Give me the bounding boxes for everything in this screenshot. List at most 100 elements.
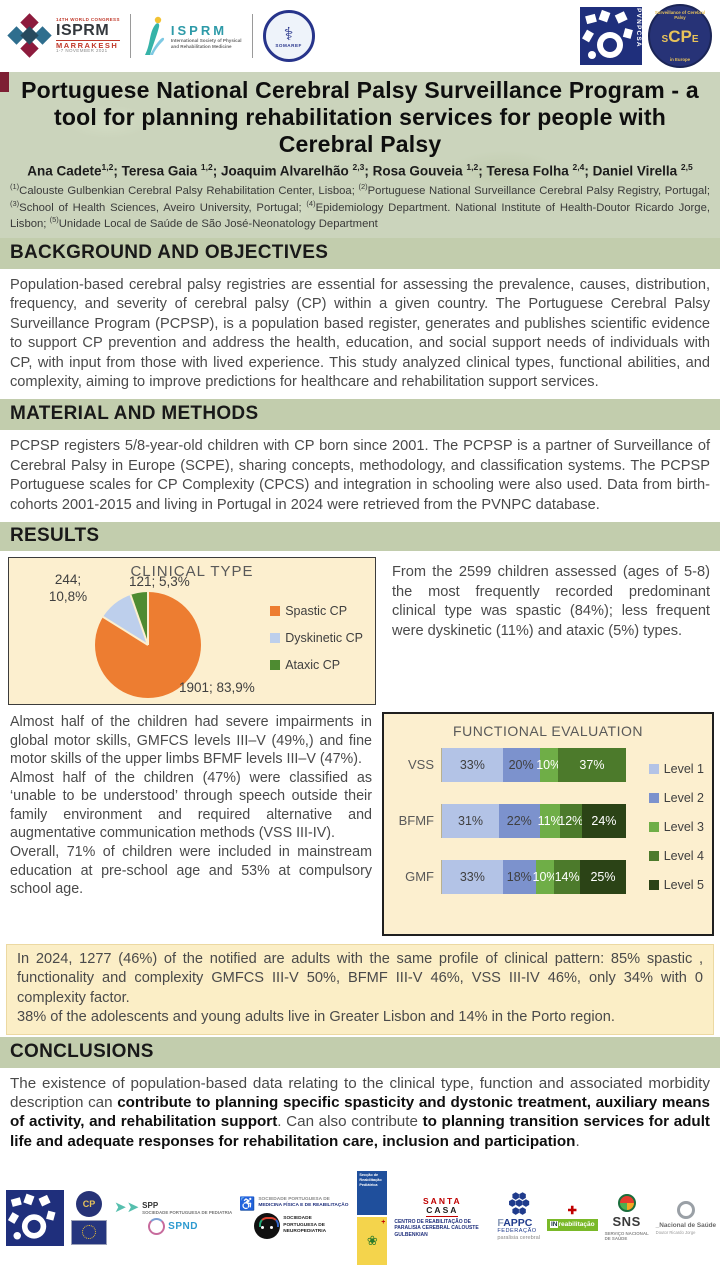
legend-item: Level 4 (648, 848, 704, 863)
legend-item: Ataxic CP (270, 658, 363, 672)
sunflower-icon: + ❀ (357, 1216, 388, 1265)
wheelchair-icon: ♿ (239, 1195, 256, 1211)
results-paragraph: Almost half of the children had severe i… (10, 713, 372, 768)
legend-label: Ataxic CP (285, 657, 341, 672)
fappc-rest: APPC (503, 1216, 533, 1229)
spmfr-name-line1: SOCIEDADE PORTUGUESA DE (258, 1196, 330, 1202)
conclusion-segment: The existence of population-based data r… (10, 1074, 710, 1112)
bar-row: GMF 33% 18% 10% 14% 25% (392, 859, 626, 894)
legend-swatch (648, 792, 659, 803)
fappc-paralisia: paralisia cerebral (497, 1235, 540, 1242)
affiliation-marker: (2) (358, 181, 368, 191)
author-sup: 2,3 (352, 162, 365, 173)
section-heading-background: BACKGROUND AND OBJECTIVES (0, 237, 720, 269)
author: Teresa Folha (486, 163, 573, 179)
conclusions-paragraph: The existence of population-based data r… (0, 1067, 720, 1156)
legend-swatch (270, 605, 281, 616)
marrakesh-rosette-icon (7, 13, 52, 58)
pie-label-spastic: 1901; 83,9% (179, 679, 255, 695)
scpe-cp-small-logo: CP (76, 1190, 102, 1217)
affiliation-marker: (1) (10, 181, 20, 191)
bar-track: 31% 22% 11% 12% 24% (441, 803, 626, 838)
author: Teresa Gaia (121, 163, 201, 179)
legend-label: Spastic CP (285, 603, 348, 618)
conclusion-bold-segment: contribute to planning specific spastici… (10, 1094, 710, 1131)
pie-legend: Spastic CP Dyskinetic CP Ataxic CP (270, 604, 363, 672)
bar-track: 33% 20% 10% 37% (441, 747, 626, 782)
santa-label: SANTA (423, 1195, 462, 1206)
neonatology-swirl-icon (148, 1218, 166, 1236)
bar-category-label: GMF (405, 869, 434, 885)
insa-name: _Nacional de Saúde (655, 1221, 717, 1229)
spp-logo: ➤➤ SPP SOCIEDADE PORTUGUESA DE PEDIATRIA (114, 1200, 232, 1215)
author: Daniel Virella (592, 163, 681, 179)
adults-highlight-box: In 2024, 1277 (46%) of the notified are … (6, 943, 714, 1035)
bar-chart-title: FUNCTIONAL EVALUATION (453, 722, 643, 739)
isprm-intl-label: ISPRM (170, 22, 228, 38)
title-band: Portuguese National Cerebral Palsy Surve… (0, 72, 720, 238)
casa-label: CASA (426, 1204, 459, 1217)
pvnpcsa-art-icon (582, 9, 633, 59)
clinical-type-pie (95, 591, 201, 698)
bar-segment-level-4: 37% (557, 747, 626, 782)
sns-name-line1: SERVIÇO NACIONAL (604, 1230, 649, 1236)
rehabped-label: Secção de Reabilitação Pediátrica (357, 1170, 388, 1215)
author: Ana Cadete (27, 163, 102, 179)
spp-name: SOCIEDADE PORTUGUESA DE PEDIATRIA (142, 1209, 233, 1215)
bar-segment-level-4: 14% (554, 859, 580, 894)
insa-donut-icon (676, 1200, 695, 1219)
crpc-name: CENTRO DE REABILITAÇÃO DE PARALISIA CERE… (394, 1218, 479, 1239)
scpe-cp-label: CP (668, 26, 692, 46)
legend-label: Dyskinetic CP (285, 630, 363, 645)
legend-swatch (648, 879, 659, 890)
fappc-federacao: FEDERAÇÃO (497, 1228, 537, 1235)
bar-segment-level-1: 31% (442, 803, 500, 838)
legend-label: Level 4 (663, 848, 704, 863)
inr-green-label: INreabilitação (546, 1219, 598, 1232)
pvnpcsa-art-icon (7, 1193, 56, 1240)
bar-segment-level-2: 22% (499, 803, 540, 838)
santa-casa-gulbenkian-logo: SANTA CASA CENTRO DE REABILITAÇÃO DE PAR… (394, 1195, 490, 1239)
bar-segment-level-1: 33% (442, 859, 503, 894)
affiliation-marker: (3) (10, 198, 20, 208)
scpe-ring-text-top: Surveillance of Cerebral Palsy (654, 10, 706, 20)
stacked-bars: VSS 33% 20% 10% 37% BFMF 31% 22% 11% 12% 24% GMF 33%… (392, 747, 626, 916)
pvnpcsa-logo: PVNPCSA (580, 7, 642, 65)
legend-label: Level 3 (663, 819, 704, 834)
spnp-line2: PORTUGUESA (283, 1222, 317, 1228)
author-sup: 2,4 (572, 162, 585, 173)
pie-slice-separator (147, 591, 149, 645)
bar-segment-level-1: 33% (442, 747, 503, 782)
rainbow-face-icon (254, 1212, 281, 1239)
spnd-logo: SPND (148, 1218, 198, 1236)
inr-logo: ✚ INreabilitação (546, 1204, 598, 1232)
isprm-intl-subtitle-1: International Society of Physical (170, 37, 242, 43)
section-heading-conclusions: CONCLUSIONS (0, 1036, 720, 1068)
spmfr-name-line2: MEDICINA FÍSICA E DE REABILITAÇÃO (258, 1203, 349, 1209)
isprm-marrakesh-logo: 14TH WORLD CONGRESS ISPRM MARRAKESH 1-7 … (7, 13, 120, 58)
marrakesh-congress-label: 14TH WORLD CONGRESS (56, 17, 120, 23)
somaref-figure-icon: ⚕ (283, 23, 294, 44)
legend-item: Level 5 (648, 878, 704, 892)
inr-in: IN (549, 1221, 559, 1229)
bar-segment-level-4: 12% (558, 803, 583, 838)
author-sup: 1,2 (200, 162, 213, 173)
legend-item: Dyskinetic CP (270, 631, 363, 645)
bar-segment-level-3: 11% (538, 803, 562, 838)
legend-item: Level 1 (648, 762, 704, 776)
isprm-international-logo: ISPRM International Society of Physical … (141, 15, 242, 57)
pie-label-ataxic: 121; 5,3% (129, 573, 190, 589)
conclusion-segment: . Can also contribute (277, 1113, 423, 1131)
bar-legend: Level 1 Level 2 Level 3 Level 4 Level 5 (648, 762, 704, 892)
bar-segment-level-2: 18% (502, 859, 536, 894)
fappc-f: F (497, 1216, 504, 1229)
affiliation-marker: (4) (306, 198, 316, 208)
pie-label-dyskinetic: 244; 10,8% (48, 571, 88, 604)
scpe-eu-stack: CP (71, 1190, 107, 1245)
inr-cross-icon: ✚ (567, 1205, 577, 1218)
fappc-hex-icon: ⬢⬢ ⬢⬢⬢ ⬢⬢ (508, 1191, 530, 1216)
functional-evaluation-chart: FUNCTIONAL EVALUATION VSS 33% 20% 10% 37% BFM… (382, 711, 714, 936)
marrakesh-date-label: 1-7 NOVEMBER 2021 (56, 48, 108, 54)
results-paragraph: Overall, 71% of children were included i… (10, 844, 372, 898)
